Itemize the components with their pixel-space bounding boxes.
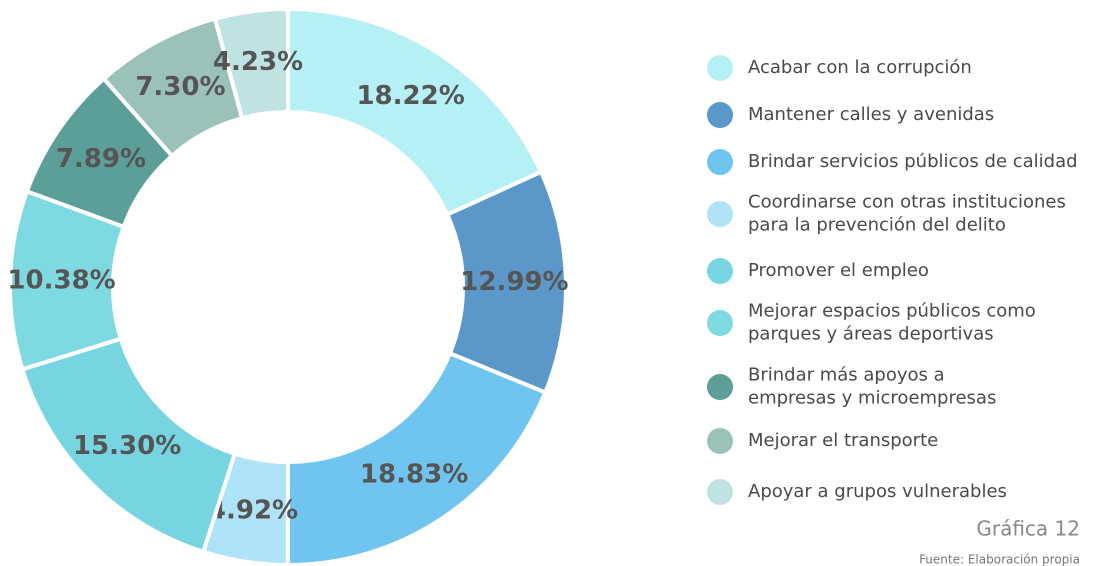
slice [286,6,544,218]
legend-label: Brindar más apoyos a empresas y microempr… [748,365,996,409]
value-label: 18.83% [360,460,468,490]
legend-label: Apoyar a grupos vulnerables [748,481,1007,502]
legend-marker [707,310,733,336]
legend-label: Mejorar espacios públicos como parques y … [748,301,1036,345]
value-label: 12.99% [460,267,568,297]
legend-label: Coordinarse con otras instituciones para … [748,192,1066,236]
value-label: 4.23% [213,47,303,77]
caption: Gráfica 12 [976,517,1080,541]
value-label: 7.30% [135,72,225,102]
source: Fuente: Elaboración propia [919,553,1080,566]
legend-marker [707,55,733,81]
legend-label: Mejorar el transporte [748,430,938,451]
legend-label: Brindar servicios públicos de calidad [748,151,1078,172]
legend-marker [707,374,733,400]
legend-marker [707,428,733,454]
slice [212,6,290,121]
value-label: 18.22% [356,81,464,111]
legend-marker [707,102,733,128]
legend-label: Acabar con la corrupción [748,57,972,78]
legend-marker [707,479,733,505]
value-label: 4.92% [208,495,298,525]
value-label: 15.30% [73,431,181,461]
value-label: 10.38% [7,266,115,296]
legend-label: Mantener calles y avenidas [748,104,994,125]
legend-marker [707,258,733,284]
legend-label: Promover el empleo [748,260,929,281]
value-label: 7.89% [56,144,146,174]
legend-marker [707,149,733,175]
slice [285,350,548,566]
legend-marker [707,201,733,227]
